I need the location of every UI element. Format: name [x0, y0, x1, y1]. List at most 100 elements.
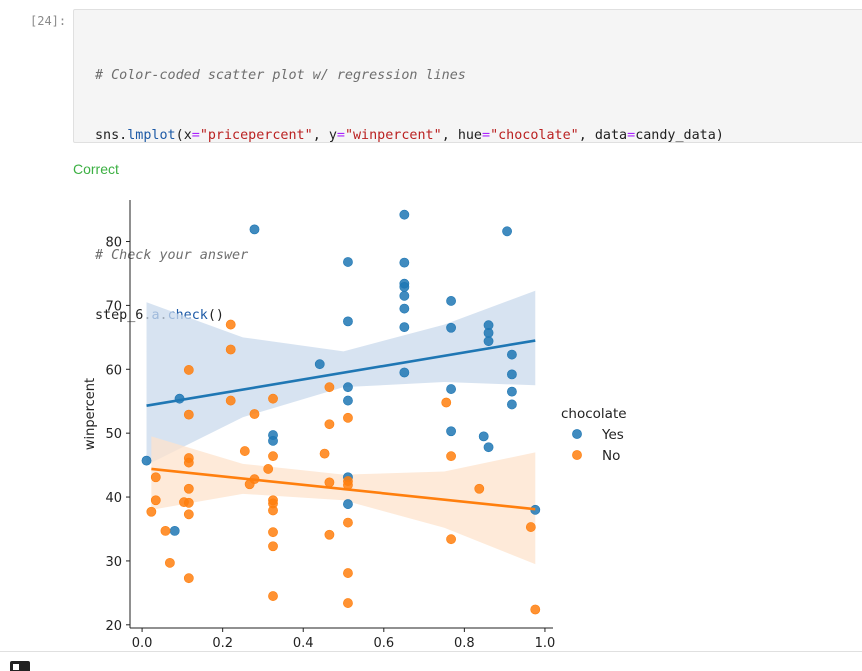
- data-point-no: [268, 541, 278, 552]
- data-point-no: [183, 509, 194, 520]
- data-point-no: [183, 573, 194, 584]
- code-token: (): [207, 308, 224, 323]
- data-point-no: [225, 344, 236, 355]
- data-point-no: [319, 448, 330, 459]
- code-editor[interactable]: # Color-coded scatter plot w/ regression…: [95, 26, 724, 366]
- data-point-yes: [483, 442, 494, 453]
- code-token: hue: [457, 128, 482, 143]
- legend-marker-no: [572, 450, 582, 460]
- data-point-no: [183, 409, 194, 420]
- scatter-plot: 0.0 0.2 0.4 0.6 0.8 1.0 20 30 40 50 60 70 80 winperce…: [83, 200, 627, 650]
- y-axis-label: winpercent: [83, 378, 98, 450]
- data-point-yes: [502, 226, 512, 237]
- code-token-fn: lmplot: [127, 128, 176, 143]
- data-point-no: [343, 568, 353, 578]
- data-point-yes: [141, 455, 152, 466]
- code-token: x: [183, 128, 192, 143]
- x-tick-label: 0.0: [132, 636, 153, 650]
- data-point-yes: [446, 384, 456, 394]
- data-point-no: [324, 477, 335, 488]
- data-point-yes: [507, 369, 517, 380]
- data-point-yes: [446, 296, 456, 306]
- data-point-no: [183, 457, 194, 468]
- data-point-yes: [507, 349, 517, 360]
- data-point-yes: [446, 322, 456, 333]
- code-token: (: [175, 128, 184, 143]
- code-token-str: "chocolate": [490, 128, 579, 143]
- data-point-yes: [399, 367, 410, 378]
- y-tick-label: 40: [105, 491, 122, 506]
- data-point-no: [183, 497, 194, 508]
- data-point-yes: [343, 316, 353, 327]
- cell-prompt: [24]:: [30, 14, 67, 28]
- regression-line-yes: [146, 339, 536, 407]
- data-point-yes: [343, 382, 353, 393]
- data-point-no: [530, 604, 541, 615]
- data-point-no: [268, 591, 278, 601]
- x-tick-label: 1.0: [535, 636, 556, 650]
- data-point-yes: [314, 359, 325, 370]
- data-point-no: [343, 517, 353, 528]
- code-comment-1: # Color-coded scatter plot w/ regression…: [95, 68, 466, 83]
- data-point-no: [268, 393, 278, 404]
- code-token-str: "pricepercent": [199, 128, 313, 143]
- data-point-yes: [483, 336, 494, 347]
- code-token-op: =: [336, 128, 345, 143]
- data-point-yes: [399, 281, 410, 292]
- data-point-no: [146, 506, 157, 517]
- data-point-yes: [169, 526, 180, 536]
- check-result-status: Correct: [73, 161, 119, 177]
- data-point-no: [446, 451, 456, 462]
- code-token: candy_data): [635, 128, 724, 143]
- code-token-str: "winpercent": [344, 128, 442, 143]
- code-token: sns.: [95, 128, 128, 143]
- y-tick-label: 70: [105, 299, 122, 314]
- data-point-no: [150, 495, 161, 506]
- data-point-no: [441, 397, 452, 408]
- data-point-no: [525, 522, 536, 532]
- code-cell[interactable]: # Color-coded scatter plot w/ regression…: [73, 9, 862, 323]
- code-token: data: [594, 128, 628, 143]
- data-point-yes: [446, 426, 456, 437]
- data-point-no: [164, 557, 175, 568]
- data-point-no: [324, 529, 335, 540]
- data-point-no: [183, 365, 194, 375]
- data-point-no: [225, 395, 236, 406]
- code-token: y: [328, 128, 337, 143]
- data-point-no: [324, 382, 335, 393]
- data-point-no: [268, 527, 278, 538]
- data-point-no: [150, 472, 161, 483]
- data-point-yes: [483, 327, 494, 338]
- data-point-yes: [249, 224, 260, 235]
- data-point-yes: [399, 290, 410, 301]
- legend-title: chocolate: [561, 406, 627, 422]
- x-tick-label: 0.8: [454, 636, 475, 650]
- data-point-no: [446, 534, 456, 545]
- data-point-no: [343, 598, 353, 608]
- data-point-no: [343, 412, 353, 423]
- y-tick-label: 80: [105, 236, 122, 251]
- data-point-no: [249, 409, 260, 419]
- data-point-yes: [399, 322, 410, 333]
- regression-line-no: [151, 467, 536, 511]
- data-point-no: [474, 483, 485, 494]
- legend-marker-yes: [572, 429, 582, 439]
- x-tick-label: 0.2: [212, 636, 233, 650]
- data-point-yes: [399, 303, 410, 314]
- y-tick-label: 50: [105, 427, 122, 442]
- y-tick-label: 60: [105, 363, 122, 378]
- data-point-yes: [399, 209, 410, 220]
- x-tick-label: 0.4: [293, 636, 314, 650]
- terminal-icon[interactable]: [10, 661, 30, 671]
- ci-band-yes: [146, 290, 536, 466]
- legend-label-yes: Yes: [601, 427, 624, 443]
- code-token-op: =: [191, 128, 200, 143]
- data-point-yes: [399, 257, 410, 268]
- data-point-no: [239, 446, 250, 456]
- ci-band-no: [151, 436, 536, 565]
- data-point-yes: [478, 431, 489, 442]
- data-point-yes: [507, 399, 517, 410]
- legend-label-no: No: [602, 448, 620, 464]
- data-point-yes: [343, 499, 353, 509]
- data-point-no: [324, 419, 335, 430]
